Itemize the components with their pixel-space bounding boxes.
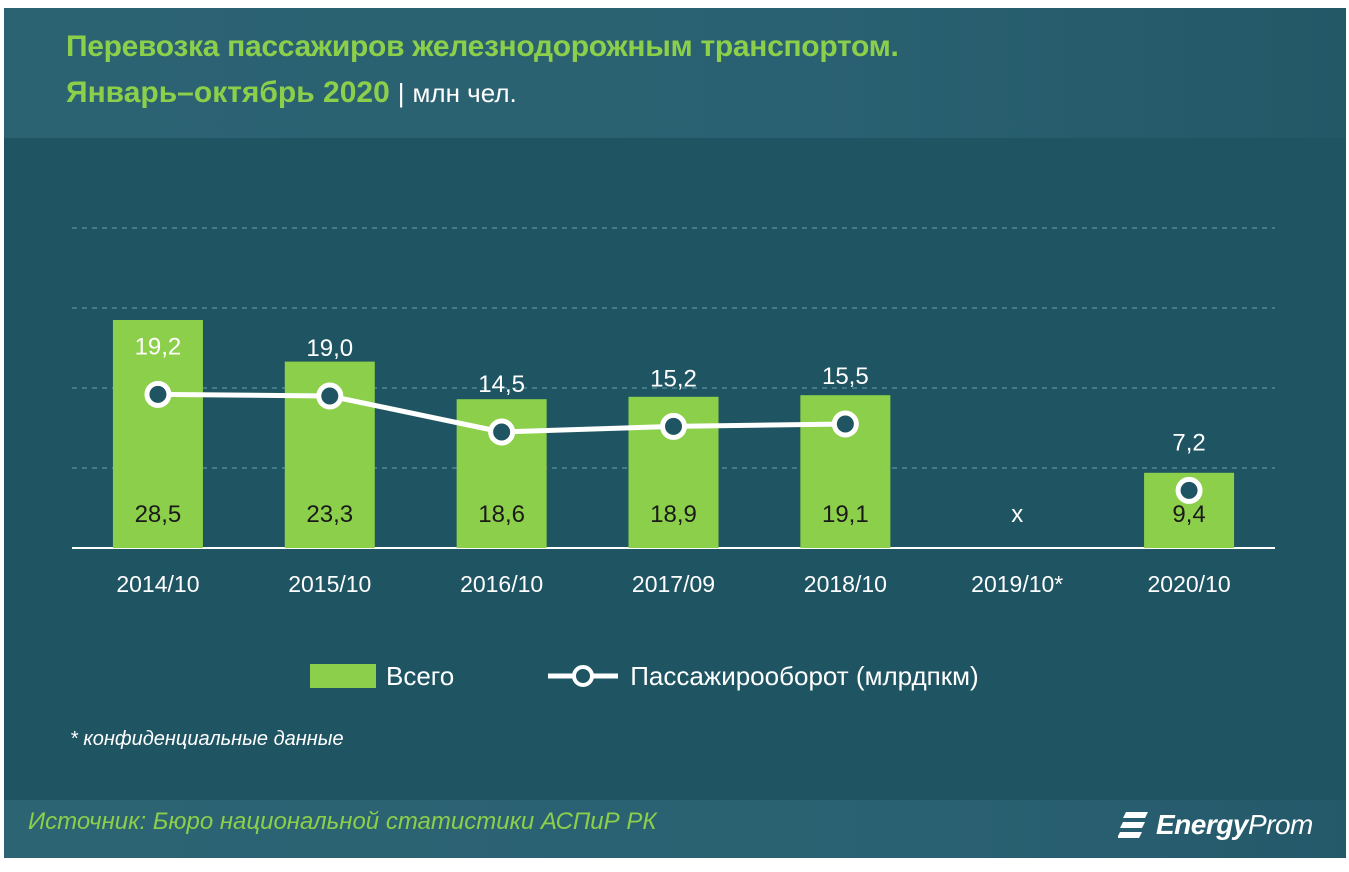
chart-card xyxy=(4,8,1346,858)
turnover-point xyxy=(488,418,516,446)
source-note: Источник: Бюро национальной статистики А… xyxy=(28,808,657,835)
x-tick-label: 2019/10* xyxy=(971,571,1063,597)
bar-total xyxy=(112,320,203,548)
turnover-point xyxy=(316,382,344,410)
turnover-value-label: 15,5 xyxy=(822,363,869,390)
x-tick-label: 2018/10 xyxy=(804,571,887,597)
turnover-line-segment xyxy=(327,393,505,435)
chart-title: Перевозка пассажиров железнодорожным тра… xyxy=(66,30,899,63)
turnover-point xyxy=(144,380,172,408)
turnover-point xyxy=(660,412,687,440)
chart-legend: Всего Пассажирооборот (млрдпкм) xyxy=(310,656,1071,696)
bar-value-label: 23,3 xyxy=(306,501,353,528)
brand-name: EnergyProm xyxy=(1156,809,1313,841)
brand-name-bold: Energy xyxy=(1156,809,1248,840)
x-tick-label: 2017/09 xyxy=(632,571,715,597)
energyprom-logo-icon xyxy=(1118,812,1148,838)
chart-unit: млн чел. xyxy=(412,78,517,108)
x-tick-label: 2014/10 xyxy=(116,571,199,597)
turnover-value-label: 19,0 xyxy=(306,335,353,362)
bar-value-label: x xyxy=(1011,501,1023,528)
chart-footer xyxy=(4,800,1346,858)
turnover-value-label: 7,2 xyxy=(1172,429,1205,456)
turnover-value-label: 14,5 xyxy=(478,371,525,398)
x-tick-label: 2020/10 xyxy=(1148,571,1231,597)
bar-value-label: 18,9 xyxy=(650,501,697,528)
x-tick-label: 2015/10 xyxy=(288,571,371,597)
turnover-line-segment xyxy=(499,423,676,435)
bar-value-label: 18,6 xyxy=(478,501,525,528)
legend-label-total: Всего xyxy=(386,660,455,691)
brand-logo: EnergyProm xyxy=(1118,803,1313,847)
turnover-value-label: 19,2 xyxy=(135,333,182,360)
turnover-value-label: 15,2 xyxy=(650,365,697,392)
title-separator: | xyxy=(397,78,405,108)
turnover-point xyxy=(1175,476,1203,504)
chart-period: Январь–октябрь 2020 xyxy=(66,76,390,109)
chart-subtitle: Январь–октябрь 2020 | млн чел. xyxy=(66,76,517,110)
bar-value-label: 28,5 xyxy=(135,501,182,528)
turnover-point xyxy=(831,410,859,438)
legend-swatch-total xyxy=(310,664,376,688)
turnover-line-segment xyxy=(671,421,848,429)
bar-value-label: 19,1 xyxy=(822,501,869,528)
footnote: * конфиденциальные данные xyxy=(70,728,344,750)
x-tick-label: 2016/10 xyxy=(460,571,543,597)
legend-label-turnover: Пассажирооборот (млрдпкм) xyxy=(630,660,979,691)
turnover-line-segment xyxy=(155,391,333,399)
bar-value-label: 9,4 xyxy=(1172,501,1205,528)
brand-name-light: Prom xyxy=(1247,809,1313,840)
legend-swatch-turnover xyxy=(546,663,620,689)
chart-header xyxy=(4,8,1346,138)
